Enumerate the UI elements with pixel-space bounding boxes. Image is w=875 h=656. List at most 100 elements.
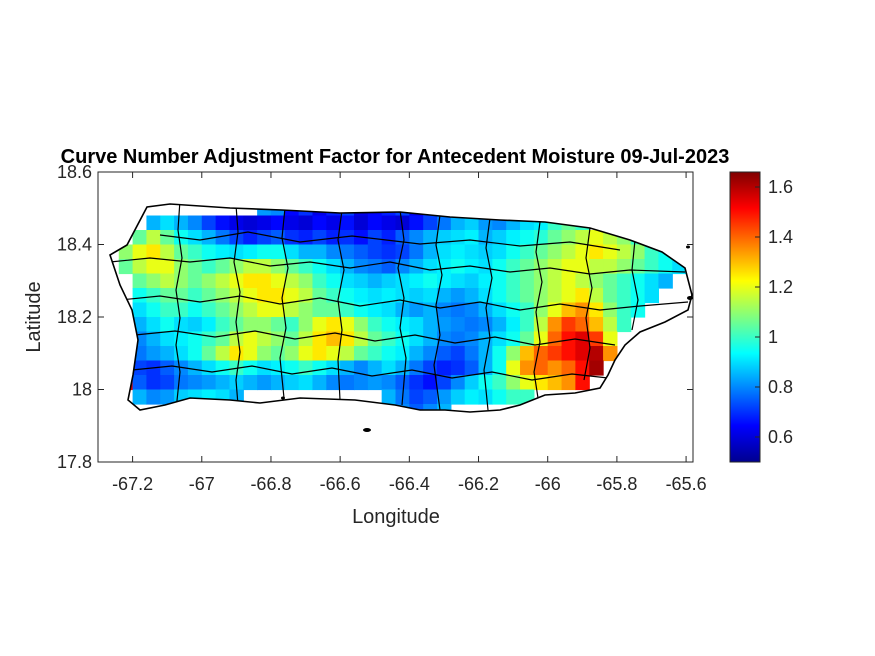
heatmap-cell xyxy=(229,346,244,362)
heatmap-cell xyxy=(464,375,480,391)
x-tick-label: -66.6 xyxy=(320,474,361,494)
heatmap-cell xyxy=(353,244,369,260)
heatmap-cell xyxy=(312,346,327,362)
heatmap-cell xyxy=(201,244,217,260)
heatmap-cell xyxy=(257,215,272,231)
heatmap-cell xyxy=(381,360,397,376)
heatmap-cell xyxy=(367,302,383,318)
heatmap-cell xyxy=(243,215,258,231)
y-tick-label: 18.4 xyxy=(57,235,92,255)
heatmap-cell xyxy=(423,288,438,304)
heatmap-cell xyxy=(340,360,355,376)
heatmap-cell xyxy=(478,244,493,260)
heatmap-cell xyxy=(423,346,438,362)
heatmap-cell xyxy=(437,331,452,347)
heatmap-cell xyxy=(326,244,341,260)
heatmap-cell xyxy=(353,360,369,376)
heatmap-cell xyxy=(381,273,397,289)
heatmap-cell xyxy=(340,215,355,231)
heatmap-cell xyxy=(450,360,466,376)
x-tick-label: -65.6 xyxy=(666,474,707,494)
heatmap-cell xyxy=(132,288,148,304)
heatmap-cell xyxy=(353,317,369,333)
heatmap-cell xyxy=(395,288,410,304)
heatmap-cell xyxy=(464,244,480,260)
heatmap-cell xyxy=(423,317,438,333)
heatmap-cell xyxy=(478,346,493,362)
heatmap-cell xyxy=(589,360,604,376)
heatmap-cell xyxy=(450,375,466,391)
heatmap-cell xyxy=(464,288,480,304)
heatmap-cell xyxy=(243,317,258,333)
heatmap-cell xyxy=(423,404,438,412)
heatmap-cell xyxy=(450,230,466,246)
heatmap-cell xyxy=(464,346,480,362)
heatmap-cell xyxy=(381,346,397,362)
heatmap-cell xyxy=(160,259,175,275)
x-tick-label: -67.2 xyxy=(112,474,153,494)
heatmap-cell xyxy=(589,273,604,289)
heatmap-cell xyxy=(547,288,563,304)
heatmap-cell xyxy=(187,273,203,289)
heatmap-cell xyxy=(146,273,161,289)
heatmap-cell xyxy=(533,360,549,376)
heatmap-cell xyxy=(340,288,355,304)
heatmap-cell xyxy=(381,259,397,275)
heatmap-cell xyxy=(381,389,397,405)
y-axis-ticks: 17.8 18 18.2 18.4 18.6 xyxy=(57,162,693,472)
heatmap-cell xyxy=(257,331,272,347)
heatmap-cell xyxy=(506,288,521,304)
heatmap-cell xyxy=(409,331,424,347)
heatmap-cell xyxy=(298,360,314,376)
colorbar-tick-label: 1.2 xyxy=(768,277,793,297)
heatmap-cell xyxy=(575,346,590,362)
heatmap-cell xyxy=(201,273,217,289)
x-tick-label: -67 xyxy=(189,474,215,494)
heatmap-cell xyxy=(298,346,314,362)
heatmap-cell xyxy=(450,288,466,304)
heatmap-cell xyxy=(437,244,452,260)
heatmap-cell xyxy=(464,317,480,333)
heatmap-cell xyxy=(409,288,424,304)
heatmap-cell xyxy=(146,331,161,347)
heatmap-cell xyxy=(243,244,258,260)
heatmap-cell xyxy=(187,230,203,246)
heatmap-cell xyxy=(506,230,521,246)
heatmap-cell xyxy=(547,302,563,318)
heatmap-cell xyxy=(644,259,660,275)
x-axis-label: Longitude xyxy=(352,506,440,528)
heatmap-cell xyxy=(146,230,161,246)
heatmap-cell xyxy=(603,302,618,318)
heatmap-cell xyxy=(229,273,244,289)
heatmap-cell xyxy=(409,215,424,231)
heatmap-cell xyxy=(437,346,452,362)
heatmap-cell xyxy=(367,360,383,376)
heatmap-cell xyxy=(381,244,397,260)
heatmap-cell xyxy=(312,375,327,391)
heatmap-cell xyxy=(201,375,217,391)
heatmap-cell xyxy=(132,273,148,289)
heatmap-cell xyxy=(353,346,369,362)
heatmap-cell xyxy=(450,244,466,260)
heatmap-cell xyxy=(506,360,521,376)
heatmap-cell xyxy=(284,244,300,260)
heatmap-cell xyxy=(146,302,161,318)
heatmap-cell xyxy=(340,331,355,347)
heatmap-cell xyxy=(229,288,244,304)
heatmap-cell xyxy=(312,317,327,333)
heatmap-cell xyxy=(201,346,217,362)
heatmap-cell xyxy=(603,346,618,362)
heatmap-cell xyxy=(201,360,217,376)
heatmap-cell xyxy=(561,288,576,304)
heatmap-cell xyxy=(174,317,189,333)
heatmap-cell xyxy=(506,273,521,289)
heatmap-cell xyxy=(450,331,466,347)
heatmap-cell xyxy=(464,389,480,405)
heatmap-cell xyxy=(395,273,410,289)
heatmap-cell xyxy=(437,404,452,412)
heatmap-cell xyxy=(215,331,231,347)
heatmap-cell xyxy=(409,375,424,391)
heatmap-cell xyxy=(561,244,576,260)
heatmap-cell xyxy=(132,259,148,275)
x-tick-label: -66.4 xyxy=(389,474,430,494)
